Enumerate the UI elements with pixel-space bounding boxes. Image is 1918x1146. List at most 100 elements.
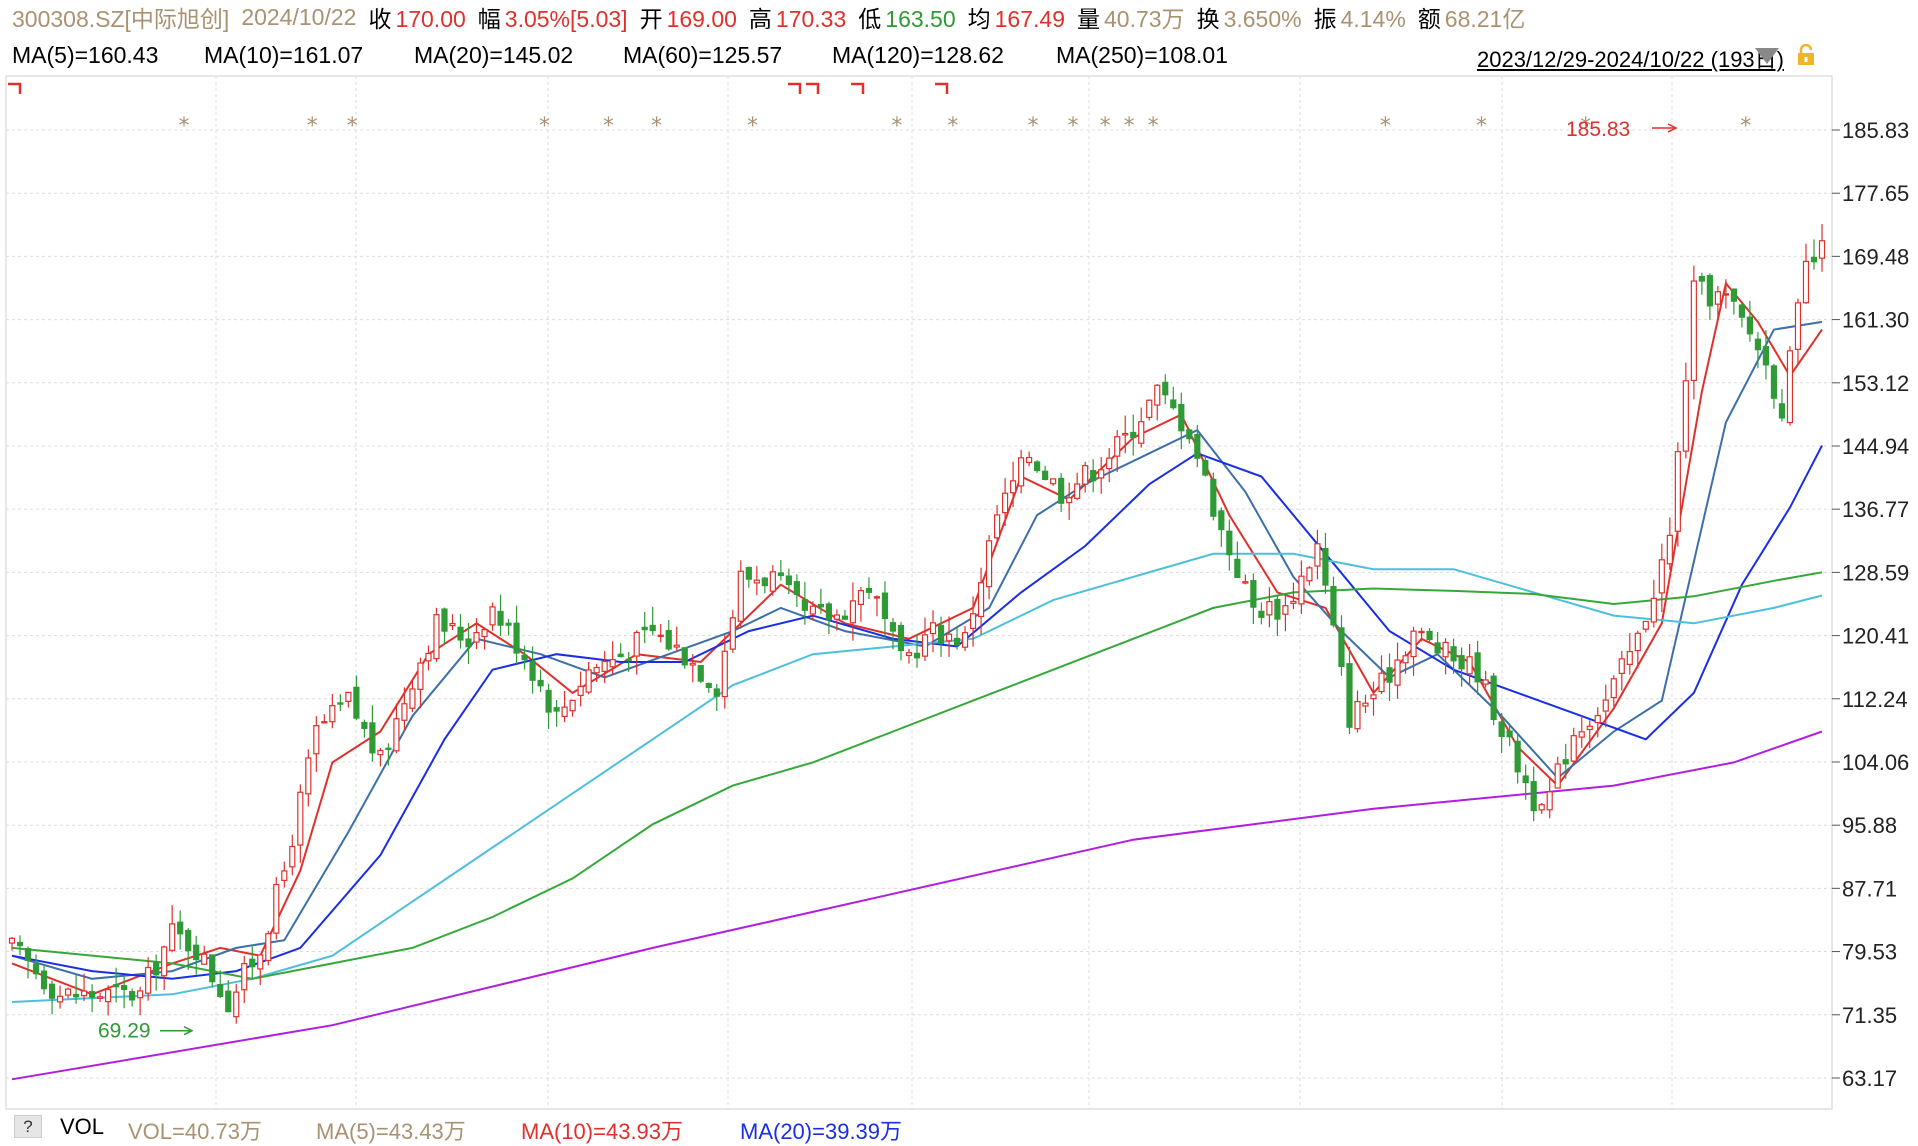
candle: [369, 705, 376, 762]
volume-legend: VOL VOL=40.73万 MA(5)=43.43万 MA(10)=43.93…: [0, 1114, 1918, 1144]
candle-body: [833, 614, 841, 620]
legend-ma10: MA(10)=161.07: [204, 42, 364, 68]
candle-body: [537, 679, 544, 687]
amount-value: 68.21亿: [1444, 6, 1526, 32]
date-range[interactable]: 2023/12/29-2024/10/22 (193日): [1476, 47, 1784, 72]
candle: [1034, 460, 1041, 473]
candle: [753, 566, 760, 596]
candle-body: [1354, 700, 1361, 730]
candle: [1338, 615, 1345, 676]
candle-body: [1586, 725, 1593, 731]
legend-ma120: MA(120)=128.62: [832, 42, 1004, 68]
y-tick-label: 169.48: [1842, 244, 1909, 269]
candle-body: [1234, 558, 1241, 579]
candle: [1290, 582, 1297, 610]
y-tick-label: 185.83: [1842, 118, 1909, 143]
candle: [785, 568, 792, 595]
candle: [1042, 465, 1049, 481]
candle: [1058, 473, 1065, 513]
change-value: 3.05%[5.03]: [504, 6, 628, 32]
help-icon[interactable]: ?: [14, 1115, 42, 1138]
candle: [105, 985, 112, 1016]
candle-body: [1466, 656, 1473, 675]
candle-body: [329, 705, 336, 723]
candle-body: [1506, 730, 1513, 738]
candle: [1610, 675, 1617, 707]
dropdown-arrow-icon[interactable]: [1755, 48, 1779, 64]
candle: [1786, 346, 1794, 426]
candle-body: [105, 988, 112, 1003]
candle: [1242, 574, 1249, 585]
candle-body: [969, 613, 977, 629]
amplitude-label: 振: [1313, 6, 1337, 32]
star-mark: *: [1148, 114, 1159, 139]
candle: [1506, 724, 1513, 747]
candle: [1122, 415, 1129, 454]
candle-body: [1698, 275, 1705, 282]
candle-body: [577, 685, 584, 696]
candle-body: [873, 596, 881, 599]
candle: [385, 743, 392, 766]
candle-body: [401, 703, 408, 721]
candle: [72, 975, 80, 1004]
candle-body: [1306, 567, 1313, 582]
candle: [913, 634, 921, 668]
candle-body: [1266, 601, 1273, 616]
candle-body: [249, 958, 256, 968]
low-annotation-label: 69.29: [98, 1020, 151, 1043]
candle-body: [889, 622, 897, 632]
y-tick-label: 144.94: [1842, 434, 1909, 459]
volume-value: 40.73万: [1104, 6, 1185, 32]
candle: [1130, 414, 1137, 456]
candle: [969, 596, 977, 647]
candle-body: [737, 570, 744, 622]
candle-body: [1714, 291, 1721, 305]
candle: [457, 614, 464, 649]
candle: [257, 954, 264, 985]
candle-body: [297, 791, 304, 846]
candle: [1794, 298, 1802, 364]
candle: [1250, 573, 1257, 624]
lock-icon[interactable]: [1795, 44, 1817, 66]
candle: [193, 935, 200, 975]
candle-body: [641, 626, 648, 631]
candle-body: [1602, 699, 1609, 712]
legend-ma5: MA(5)=160.43: [12, 42, 159, 68]
high-annotation-label: 185.83: [1566, 118, 1630, 141]
candle: [1186, 428, 1193, 444]
star-mark: *: [1100, 114, 1111, 139]
candle-body: [1034, 461, 1041, 472]
candle-body: [145, 966, 152, 994]
candle: [585, 661, 592, 695]
candle-body: [673, 644, 680, 648]
ma-legend: MA(5)=160.43 MA(10)=161.07 MA(20)=145.02…: [0, 40, 1918, 70]
candle-body: [1514, 740, 1521, 773]
close-label: 收: [368, 6, 392, 32]
candle-body: [1770, 365, 1778, 399]
signal-marker: [935, 82, 949, 94]
candle-body: [1426, 630, 1433, 641]
candle-body: [1018, 457, 1025, 487]
star-mark: *: [1740, 114, 1751, 139]
candle: [593, 663, 600, 682]
vol-title: VOL: [60, 1114, 105, 1139]
candle-body: [585, 669, 592, 693]
candle: [1082, 461, 1089, 493]
candle-body: [1282, 605, 1289, 615]
amount-label: 额: [1417, 6, 1441, 32]
candle: [8, 936, 16, 951]
candle: [40, 965, 48, 995]
candle: [825, 601, 833, 635]
candle: [24, 946, 32, 979]
candle: [1490, 672, 1497, 726]
candle: [249, 946, 256, 979]
candle-body: [905, 652, 913, 657]
candle-body: [257, 954, 264, 970]
signal-marker: [788, 82, 802, 94]
candle-body: [1098, 469, 1105, 479]
stock-code[interactable]: 300308.SZ[中际旭创]: [12, 6, 230, 32]
candle: [1770, 363, 1778, 409]
candle: [737, 560, 744, 629]
y-tick-label: 153.12: [1842, 371, 1909, 396]
